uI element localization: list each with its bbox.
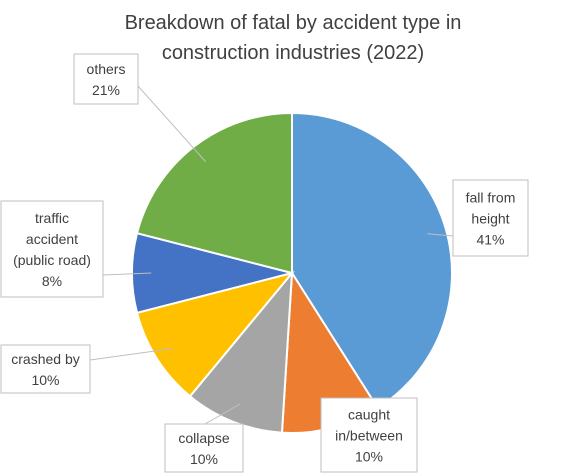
data-label-box: [0, 200, 104, 298]
data-label-value: 10%: [355, 449, 383, 465]
data-label-category: in/between: [335, 428, 403, 444]
data-label-box: [320, 397, 418, 473]
leader-line-traffic-accident-public-road: [102, 272, 152, 276]
data-label-category: traffic: [35, 210, 69, 226]
data-label-box: [73, 53, 139, 105]
data-label-fall-from-height: fall from height 41%: [452, 179, 529, 257]
data-label-value: 21%: [92, 82, 120, 98]
data-label-box: [452, 179, 529, 257]
leader-line-fall-from-height: [427, 233, 454, 237]
data-label-value: 10%: [31, 372, 59, 388]
data-label-value: 8%: [42, 273, 62, 289]
data-label-value: 10%: [190, 451, 218, 467]
chart-title: Breakdown of fatal by accident type in c…: [0, 8, 586, 68]
data-label-box: [0, 344, 91, 394]
data-label-category: others: [87, 61, 126, 77]
data-label-category: crashed by: [11, 351, 79, 367]
chart-title-line-1: Breakdown of fatal by accident type in: [124, 12, 462, 34]
pie-slice-collapse: [188, 269, 294, 434]
leader-line-collapse: [204, 403, 241, 425]
data-label-crashed-by: crashed by 10%: [0, 344, 91, 394]
data-label-category: height: [471, 211, 509, 227]
data-label-others: others 21%: [73, 53, 139, 105]
data-label-category: (public road): [13, 252, 91, 268]
pie-slice-others: [135, 111, 293, 275]
leader-line-others: [137, 85, 207, 163]
data-label-caught-in-between: caught in/between 10%: [320, 397, 418, 473]
data-label-box: [164, 423, 244, 473]
leader-line-crashed-by: [89, 347, 174, 361]
data-label-category: caught: [348, 407, 390, 423]
data-label-collapse: collapse 10%: [164, 423, 244, 473]
chart-title-line-2: construction industries (2022): [161, 42, 425, 64]
data-label-traffic-accident-public-road: traffic accident (public road) 8%: [0, 200, 104, 298]
data-label-category: collapse: [178, 430, 230, 446]
data-label-category: fall from: [466, 190, 516, 206]
data-label-value: 41%: [476, 232, 504, 248]
data-label-category: accident: [26, 231, 78, 247]
